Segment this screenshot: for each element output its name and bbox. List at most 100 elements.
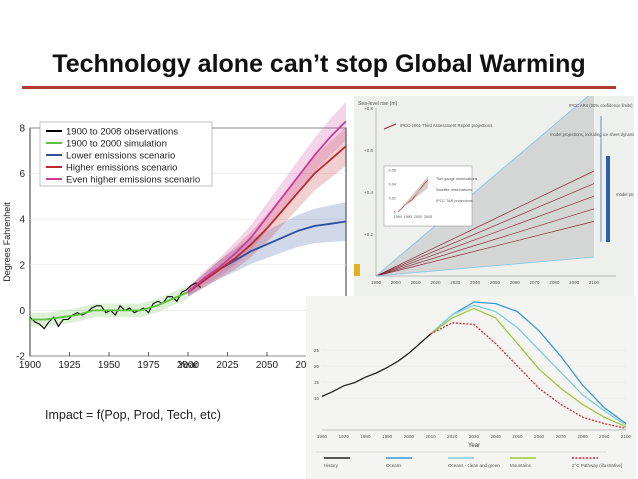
inset-x-tick-label: 2000 <box>414 215 422 219</box>
inset-legend-label: Tide gauge observations <box>436 177 478 181</box>
temperature-x-axis-label: Year <box>178 360 199 371</box>
ice-sheet-annotation: model projections, including ice sheet d… <box>550 132 634 137</box>
temperature-x-tick-label: 1950 <box>98 360 121 371</box>
temperature-x-tick-label: 2025 <box>216 360 239 371</box>
sea-level-chart: +0.2 +0.4 +0.6 +0.8 1990 2000 2010 2020 2030 2040… <box>354 96 634 296</box>
emissions-x-tick-label: 2010 <box>425 434 436 439</box>
emissions-x-axis-label: Year <box>468 443 480 449</box>
temperature-uncertainty-band <box>188 202 346 297</box>
emissions-x-tick-label: 2040 <box>491 434 502 439</box>
sea-level-projection-band <box>376 96 594 276</box>
temperature-series-line <box>29 282 201 330</box>
ar4-range-bar <box>606 156 610 242</box>
emissions-series-line <box>430 307 627 428</box>
temperature-uncertainty-band <box>188 126 346 297</box>
inset-y-tick-label: 0.06 <box>389 169 396 173</box>
emissions-x-tick-label: 1960 <box>317 434 328 439</box>
emissions-legend-label: History <box>324 463 339 468</box>
emissions-series-line <box>321 333 432 397</box>
emissions-x-tick-label: 2060 <box>534 434 545 439</box>
sea-level-x-tick-label: 2010 <box>411 280 422 285</box>
temperature-y-tick-label: -2 <box>16 352 25 363</box>
temperature-chart: -202468190019251950197520002025205020752… <box>2 101 354 371</box>
emissions-series-line <box>430 301 627 425</box>
sea-level-legend-label: IPCC 2001 Third Assessment Report projec… <box>400 123 492 128</box>
emissions-y-tick-label: 25 <box>314 348 320 353</box>
temperature-series-line <box>30 291 189 321</box>
temperature-y-tick-label: 8 <box>19 124 25 135</box>
inset-legend-label: Satellite observations <box>436 188 472 192</box>
sea-level-series-line <box>375 208 595 277</box>
temperature-series-line <box>187 145 347 293</box>
sea-level-series-line <box>375 170 595 277</box>
inset-y-tick-label: 0.02 <box>389 197 396 201</box>
model-annotation-right: model projections (continued) <box>616 192 634 197</box>
temperature-uncertainty-band <box>188 101 346 297</box>
sea-level-x-tick-label: 2070 <box>530 280 541 285</box>
inset-projection-band <box>398 176 428 212</box>
temperature-x-tick-label: 1925 <box>58 360 81 371</box>
emissions-legend-label: Oceans - clean and green <box>448 463 500 468</box>
temperature-legend-label: Lower emissions scenario <box>66 151 175 162</box>
emissions-x-tick-label: 2070 <box>556 434 567 439</box>
temperature-y-axis-label: Degrees Fahrenheit <box>2 202 12 282</box>
inset-x-tick-label: 1995 <box>404 215 412 219</box>
emissions-x-tick-label: 2050 <box>512 434 523 439</box>
slide-left-tab <box>354 264 360 276</box>
sea-level-y-tick-label: +0.2 <box>364 232 373 237</box>
emissions-y-tick-label: 15 <box>314 380 320 385</box>
ar4-annotation: IPCC AR4 (90% confidence limits) <box>569 103 633 108</box>
slide-title: Technology alone can’t stop Global Warmi… <box>52 50 586 78</box>
inset-legend-label: IPCC TAR projections <box>436 199 473 203</box>
emissions-x-tick-label: 2100 <box>621 434 632 439</box>
emissions-pathways-chart: 10 15 20 25 1960 1970 1980 1990 2000 2010 2020 2030… <box>306 296 636 479</box>
sea-level-series-line <box>375 96 590 277</box>
sea-level-inset: 0 0.02 0.04 0.06 1990 1995 2000 2005 Tide gauge … <box>383 165 478 227</box>
inset-x-tick-label: 1990 <box>394 215 402 219</box>
emissions-legend-label: 2°C Pathway (illustrative) <box>572 463 623 468</box>
inset-y-tick-label: 0.04 <box>389 183 396 187</box>
temperature-x-tick-label: 1975 <box>137 360 160 371</box>
emissions-x-tick-label: 1970 <box>339 434 350 439</box>
sea-level-x-tick-label: 2100 <box>589 280 600 285</box>
temperature-series-line <box>187 120 347 293</box>
sea-level-x-tick-label: 2060 <box>510 280 521 285</box>
sea-level-legend-swatch <box>383 123 397 130</box>
sea-level-x-tick-label: 2030 <box>450 280 461 285</box>
title-divider <box>22 86 616 89</box>
temperature-x-tick-label: 1900 <box>19 360 42 371</box>
sea-level-y-tick-label: +0.4 <box>364 190 373 195</box>
temperature-legend <box>39 121 213 187</box>
sea-level-y-tick-label: +0.8 <box>364 106 373 111</box>
temperature-y-tick-label: 0 <box>19 306 25 317</box>
sea-level-x-tick-label: 2020 <box>430 280 441 285</box>
inset-x-tick-label: 2005 <box>424 215 432 219</box>
sea-level-y-tick-label: +0.6 <box>364 148 373 153</box>
sea-level-x-tick-label: 2000 <box>391 280 402 285</box>
sea-level-series-line <box>375 221 595 277</box>
temperature-y-tick-label: 6 <box>19 169 25 180</box>
temperature-y-tick-label: 2 <box>19 260 25 271</box>
temperature-legend-label: Even higher emissions scenario <box>66 175 200 186</box>
sea-level-y-label: Sea-level rise (m) <box>358 101 398 107</box>
emissions-x-tick-label: 1980 <box>360 434 371 439</box>
sea-level-x-tick-label: 1990 <box>371 280 382 285</box>
emissions-x-tick-label: 2090 <box>599 434 610 439</box>
temperature-y-tick-label: 4 <box>19 215 25 226</box>
temperature-x-tick-label: 2000 <box>177 360 200 371</box>
temperature-legend-label: 1900 to 2000 simulation <box>66 139 167 150</box>
inset-y-tick-label: 0 <box>394 211 396 215</box>
sea-level-x-tick-label: 2040 <box>470 280 481 285</box>
sea-level-x-tick-label: 2090 <box>569 280 580 285</box>
sea-level-x-tick-label: 2050 <box>490 280 501 285</box>
emissions-y-tick-label: 20 <box>314 364 320 369</box>
emissions-x-tick-label: 2000 <box>404 434 415 439</box>
temperature-legend-label: Higher emissions scenario <box>66 163 177 174</box>
sea-level-series-line <box>375 256 595 277</box>
emissions-background <box>306 296 636 479</box>
temperature-legend-label: 1900 to 2008 observations <box>66 127 178 138</box>
emissions-series-line <box>430 304 627 426</box>
emissions-y-tick-label: 10 <box>314 396 320 401</box>
emissions-x-tick-label: 1990 <box>382 434 393 439</box>
sea-level-series-line <box>375 195 595 277</box>
